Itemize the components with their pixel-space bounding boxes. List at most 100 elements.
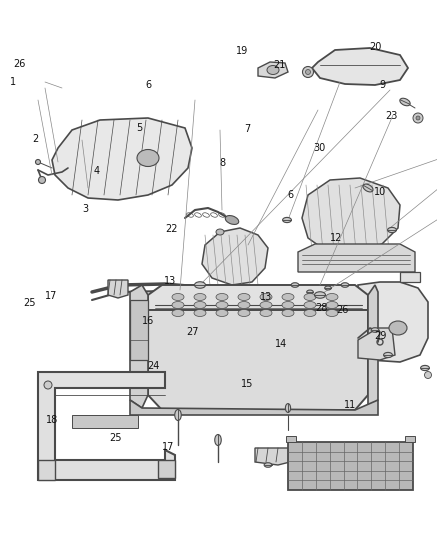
Ellipse shape [38,176,45,183]
Ellipse shape [175,409,181,421]
Text: 26: 26 [336,305,349,315]
Ellipse shape [194,310,206,317]
Ellipse shape [260,294,272,301]
Text: 20: 20 [370,42,382,52]
Text: 24: 24 [148,361,160,371]
Text: 25: 25 [110,433,122,443]
Text: 7: 7 [244,124,250,134]
Ellipse shape [260,302,272,309]
Text: 29: 29 [374,331,386,341]
Text: 10: 10 [374,187,386,197]
Ellipse shape [225,215,239,224]
Ellipse shape [307,290,313,294]
Ellipse shape [304,302,316,309]
Ellipse shape [389,321,407,335]
Ellipse shape [216,229,224,235]
Ellipse shape [194,282,205,288]
Text: 12: 12 [330,233,343,243]
Text: 14: 14 [275,339,288,349]
Text: 25: 25 [24,298,36,308]
Ellipse shape [420,366,430,370]
Ellipse shape [388,228,396,232]
Polygon shape [258,62,288,78]
Polygon shape [108,280,128,298]
Text: 11: 11 [343,400,356,410]
Polygon shape [286,436,296,442]
Text: 19: 19 [236,46,249,55]
Ellipse shape [326,310,338,317]
Polygon shape [255,448,290,465]
Ellipse shape [304,294,316,301]
Ellipse shape [264,463,272,467]
Ellipse shape [216,302,228,309]
Polygon shape [358,282,428,362]
Ellipse shape [44,381,52,389]
Ellipse shape [304,310,316,317]
Ellipse shape [282,294,294,301]
Ellipse shape [172,310,184,317]
Polygon shape [38,372,175,480]
Ellipse shape [384,352,392,358]
Polygon shape [38,460,55,480]
Ellipse shape [400,98,410,106]
Text: 27: 27 [186,327,198,336]
Polygon shape [298,244,415,272]
Text: 6: 6 [288,190,294,199]
Polygon shape [72,415,138,428]
Polygon shape [148,285,368,310]
Polygon shape [158,460,175,478]
Ellipse shape [416,116,420,120]
Text: 30: 30 [314,143,326,153]
Ellipse shape [238,302,250,309]
Text: 28: 28 [316,303,328,313]
Polygon shape [400,272,420,282]
Ellipse shape [215,434,221,446]
Ellipse shape [363,184,373,192]
Text: 17: 17 [45,291,58,301]
Text: 6: 6 [146,80,152,90]
Ellipse shape [216,294,228,301]
Polygon shape [312,48,408,85]
Ellipse shape [413,113,423,123]
Polygon shape [202,228,268,285]
Ellipse shape [267,66,279,75]
Polygon shape [288,442,413,490]
Polygon shape [358,328,395,360]
Text: 18: 18 [46,415,59,425]
Ellipse shape [302,67,313,77]
Text: 22: 22 [166,224,178,234]
Text: 13: 13 [260,293,272,302]
Text: 8: 8 [220,158,226,167]
Text: 2: 2 [32,134,38,143]
Polygon shape [405,436,415,442]
Ellipse shape [371,328,379,332]
Polygon shape [130,300,148,360]
Polygon shape [130,400,378,415]
Text: 23: 23 [385,111,397,120]
Ellipse shape [305,69,311,75]
Ellipse shape [326,302,338,309]
Polygon shape [130,285,148,408]
Polygon shape [368,285,378,408]
Ellipse shape [216,310,228,317]
Ellipse shape [424,372,431,378]
Text: 5: 5 [136,123,142,133]
Ellipse shape [315,292,326,298]
Text: 15: 15 [241,379,253,389]
Ellipse shape [282,302,294,309]
Ellipse shape [137,149,159,166]
Polygon shape [302,178,400,252]
Ellipse shape [283,217,291,223]
Ellipse shape [35,159,41,165]
Ellipse shape [172,294,184,301]
Ellipse shape [341,282,349,287]
Polygon shape [52,118,192,200]
Ellipse shape [325,286,331,290]
Ellipse shape [238,294,250,301]
Ellipse shape [326,294,338,301]
Text: 3: 3 [82,205,88,214]
Text: 9: 9 [379,80,385,90]
Polygon shape [148,310,368,410]
Ellipse shape [282,310,294,317]
Text: 26: 26 [14,59,26,69]
